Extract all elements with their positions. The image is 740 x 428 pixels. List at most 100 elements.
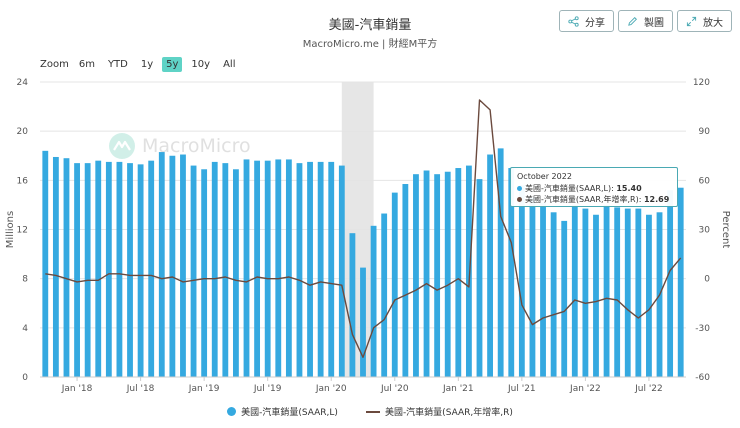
- bar-jul-2021: [518, 185, 525, 377]
- zoom-1y-button[interactable]: 1y: [140, 59, 154, 70]
- chart-button[interactable]: 製圖: [618, 10, 673, 32]
- x-axis-tick-label: Jan '22: [569, 384, 601, 394]
- bar-oct-2019: [296, 163, 303, 377]
- bar-apr-2018: [105, 161, 112, 377]
- bar-sep-2020: [413, 174, 419, 377]
- watermark: MacroMicro: [108, 132, 251, 160]
- chart-legend: 美國-汽車銷量(SAAR,L) 美國-汽車銷量(SAAR,年增率,R): [0, 405, 740, 418]
- bar-feb-2019: [211, 161, 218, 377]
- right-axis-tick-label: -30: [695, 324, 710, 334]
- bar-nov-2017: [52, 156, 59, 377]
- bar-mar-2018: [95, 160, 102, 377]
- right-axis-tick-label: 120: [693, 78, 710, 88]
- right-axis-tick-label: 60: [699, 176, 711, 186]
- left-axis-tick-label: 0: [22, 373, 28, 383]
- bar-oct-2020: [423, 170, 430, 377]
- yoy-growth-line: [45, 99, 682, 358]
- bar-jan-2021: [455, 168, 462, 377]
- bar-jan-2020: [328, 161, 335, 377]
- bar-dec-2020: [444, 171, 451, 377]
- legend-item-line[interactable]: 美國-汽車銷量(SAAR,年增率,R): [365, 405, 513, 418]
- tooltip-row1-label: 美國-汽車銷量(SAAR,L):: [525, 184, 617, 193]
- share-label: 分享: [585, 17, 605, 29]
- chart-title: 美國-汽車銷量: [328, 18, 412, 33]
- bar-jun-2020: [381, 213, 388, 377]
- expand-button[interactable]: 放大: [677, 10, 732, 32]
- bar-aug-2021: [529, 197, 536, 377]
- line-series-dot: [517, 197, 522, 202]
- watermark-text: MacroMicro: [142, 135, 251, 157]
- share-icon: [568, 15, 579, 27]
- chart-subtitle: MacroMicro.me | 財經M平方: [302, 39, 438, 50]
- right-axis-tick-label: -60: [695, 373, 710, 383]
- right-axis-tick-label: 90: [699, 127, 711, 137]
- x-axis-tick-label: Jan '20: [315, 384, 347, 394]
- tooltip-row-bar: 美國-汽車銷量(SAAR,L): 15.40: [517, 183, 671, 194]
- left-axis-title: Millions: [5, 211, 16, 248]
- left-axis-tick-label: 24: [17, 78, 29, 88]
- bar-mar-2021: [476, 179, 483, 377]
- x-axis-tick-label: Jul '22: [634, 384, 663, 394]
- bar-jul-2022: [646, 214, 652, 377]
- zoom-5y-button[interactable]: 5y: [162, 57, 183, 72]
- bar-jul-2019: [264, 160, 271, 377]
- share-button[interactable]: 分享: [559, 10, 614, 32]
- bar-dec-2019: [317, 161, 324, 377]
- bar-may-2019: [243, 159, 250, 377]
- bar-jul-2018: [137, 164, 144, 377]
- toolbar: 分享 製圖 放大: [559, 10, 732, 32]
- bar-apr-2019: [233, 169, 239, 377]
- bar-aug-2020: [402, 184, 409, 377]
- bar-apr-2020: [360, 267, 366, 377]
- bar-jan-2018: [74, 163, 80, 377]
- bar-oct-2018: [169, 155, 176, 377]
- bar-jun-2021: [508, 168, 515, 377]
- chart-label: 製圖: [644, 17, 664, 29]
- bar-jul-2020: [391, 192, 398, 377]
- bar-aug-2018: [148, 160, 155, 377]
- left-axis-tick-label: 20: [17, 127, 29, 137]
- right-axis-tick-label: 0: [704, 275, 710, 285]
- tooltip-row2-label: 美國-汽車銷量(SAAR,年增率,R):: [525, 195, 644, 204]
- bar-jun-2019: [254, 160, 261, 377]
- tooltip-row2-value: 12.69: [643, 195, 670, 204]
- zoom-6m-button[interactable]: 6m: [78, 59, 95, 70]
- expand-icon: [686, 16, 697, 26]
- bar-jan-2019: [201, 169, 208, 377]
- bar-jan-2022: [582, 208, 589, 377]
- legend-bar-label: 美國-汽車銷量(SAAR,L): [241, 408, 338, 418]
- bar-dec-2018: [190, 165, 197, 377]
- bar-may-2018: [116, 161, 123, 377]
- right-axis-title: Percent: [720, 211, 731, 249]
- bar-feb-2020: [338, 165, 345, 377]
- bar-jun-2022: [635, 208, 642, 377]
- legend-line-label: 美國-汽車銷量(SAAR,年增率,R): [384, 408, 513, 418]
- zoom-ytd-button[interactable]: YTD: [107, 59, 128, 70]
- tooltip-title: October 2022: [517, 172, 572, 181]
- tooltip-row1-value: 15.40: [616, 184, 642, 193]
- bar-feb-2018: [84, 163, 91, 377]
- bar-sep-2018: [158, 152, 165, 377]
- legend-item-bar[interactable]: 美國-汽車銷量(SAAR,L): [227, 405, 338, 418]
- bar-series-dot: [517, 186, 522, 191]
- left-axis-tick-label: 12: [17, 226, 28, 236]
- x-axis-tick-label: Jul '21: [507, 384, 536, 394]
- expand-label: 放大: [703, 17, 723, 29]
- bar-nov-2021: [561, 220, 568, 377]
- bar-mar-2020: [349, 233, 356, 377]
- bar-nov-2020: [434, 174, 441, 377]
- bar-mar-2019: [222, 163, 229, 377]
- bar-sep-2022: [667, 190, 674, 377]
- bar-sep-2021: [540, 202, 546, 377]
- zoom-all-button[interactable]: All: [223, 59, 236, 70]
- bar-feb-2021: [465, 165, 472, 377]
- zoom-10y-button[interactable]: 10y: [191, 59, 211, 70]
- x-axis-tick-label: Jan '18: [61, 384, 93, 394]
- left-axis-tick-label: 16: [17, 176, 29, 186]
- bar-nov-2018: [180, 154, 186, 377]
- bar-sep-2019: [285, 159, 292, 377]
- pencil-icon: [628, 16, 637, 26]
- bar-mar-2022: [603, 204, 610, 377]
- bar-may-2020: [370, 225, 377, 377]
